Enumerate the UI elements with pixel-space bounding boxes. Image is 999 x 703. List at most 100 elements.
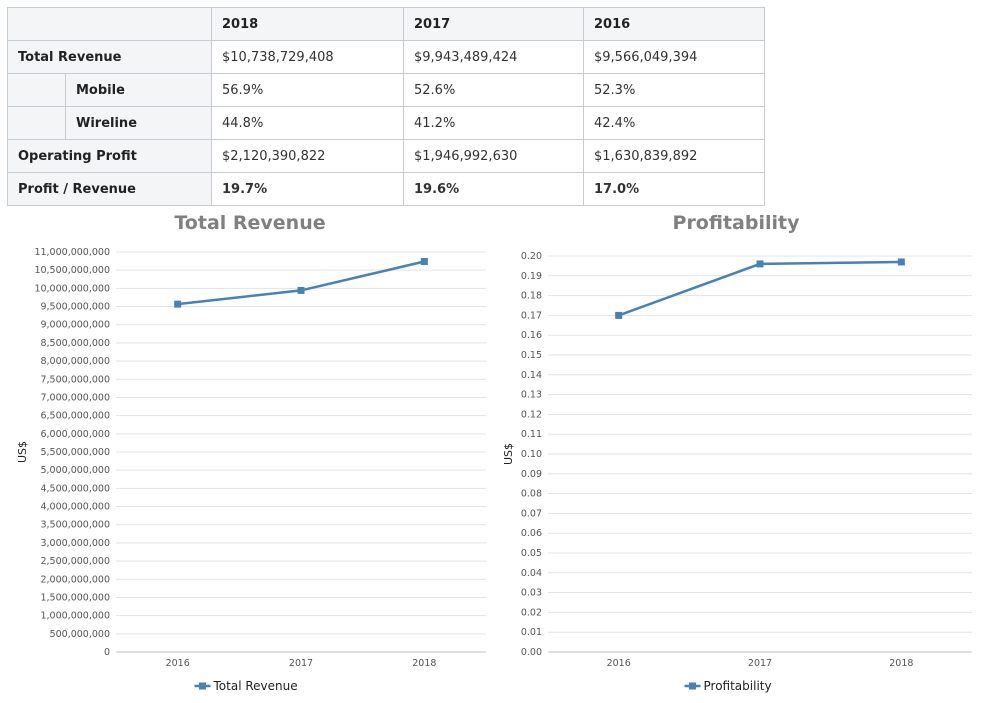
data-point [297,286,305,294]
legend-label: Profitability [704,679,772,693]
cell-value: 42.4% [583,106,765,140]
table-row-operating-profit: Operating Profit $2,120,390,822 $1,946,9… [7,139,765,173]
x-tick-label: 2018 [412,658,436,669]
row-label: Total Revenue [7,40,212,74]
cell-value: 52.3% [583,73,765,107]
y-tick-label: 7,000,000,000 [40,392,110,403]
table-row-profit-revenue: Profit / Revenue 19.7% 19.6% 17.0% [7,172,765,206]
x-tick-label: 2016 [166,658,190,669]
y-tick-label: 4,000,000,000 [40,502,110,513]
y-tick-label: 9,500,000,000 [40,302,110,313]
y-tick-label: 11,000,000,000 [34,247,110,258]
cell-value: $1,630,839,892 [583,139,765,173]
cell-value: 44.8% [211,106,404,140]
row-label: Operating Profit [7,139,212,173]
row-label: Profit / Revenue [7,172,212,206]
y-tick-label: 0.19 [521,271,542,282]
cell-value: $1,946,992,630 [403,139,584,173]
financial-table: 2018 2017 2016 Total Revenue $10,738,729… [7,7,765,206]
x-tick-label: 2018 [889,658,913,669]
profitability-chart-title: Profitability [672,212,800,234]
cell-value: $9,566,049,394 [583,40,765,74]
data-point [615,311,623,319]
y-tick-label: 8,500,000,000 [40,338,110,349]
data-point [756,260,764,268]
y-tick-label: 0.04 [521,568,542,579]
cell-value: 52.6% [403,73,584,107]
table-row-wireline: Wireline 44.8% 41.2% 42.4% [7,106,765,140]
x-tick-label: 2017 [748,658,772,669]
y-tick-label: 500,000,000 [50,629,110,640]
series-line [177,260,425,306]
y-tick-label: 0.18 [521,291,542,302]
y-tick-label: 2,000,000,000 [40,574,110,585]
row-label: Wireline [65,106,212,140]
y-tick-label: 1,000,000,000 [40,611,110,622]
table-header-2016: 2016 [583,7,765,41]
y-tick-label: 0.06 [521,528,542,539]
y-tick-label: 2,500,000,000 [40,556,110,567]
y-tick-label: 0.20 [521,251,542,262]
y-tick-label: 0.05 [521,548,542,559]
y-tick-label: 0.16 [521,330,542,341]
y-tick-label: 0.00 [521,647,542,658]
y-tick-label: 0.07 [521,508,542,519]
profitability-chart: 0.00 0.01 0.02 0.03 0.04 0.05 0.06 0.07 0.08 0.09… [502,251,972,693]
table-row-mobile: Mobile 56.9% 52.6% 52.3% [7,73,765,107]
revenue-chart-title: Total Revenue [174,212,326,234]
cell-value: $2,120,390,822 [211,139,404,173]
cell-value: 17.0% [583,172,765,206]
data-point [174,300,182,308]
legend-label: Total Revenue [213,679,298,693]
y-tick-label: 0.10 [521,449,542,460]
cell-value: 19.7% [211,172,404,206]
revenue-chart: 0 500,000,000 1,000,000,000 1,500,000,000 2,… [16,247,486,693]
y-tick-label: 4,500,000,000 [40,483,110,494]
y-tick-label: 10,000,000,000 [34,283,110,294]
data-point [897,258,905,266]
cell-value: 56.9% [211,73,404,107]
y-tick-label: 6,500,000,000 [40,411,110,422]
y-tick-label: 3,000,000,000 [40,538,110,549]
y-axis-label: US$ [16,441,29,463]
y-tick-label: 5,500,000,000 [40,447,110,458]
y-tick-label: 0.12 [521,409,542,420]
y-tick-label: 6,000,000,000 [40,429,110,440]
y-tick-label: 9,000,000,000 [40,320,110,331]
y-tick-label: 0.09 [521,469,542,480]
y-tick-label: 1,500,000,000 [40,592,110,603]
table-header-2017: 2017 [403,7,584,41]
indent-cell [7,73,66,107]
row-label: Mobile [65,73,212,107]
table-row-total-revenue: Total Revenue $10,738,729,408 $9,943,489… [7,40,765,74]
y-tick-label: 10,500,000,000 [34,265,110,276]
legend-marker-icon [199,682,206,690]
y-tick-label: 5,000,000,000 [40,465,110,476]
cell-value: 41.2% [403,106,584,140]
y-axis-label: US$ [502,443,515,465]
cell-value: $10,738,729,408 [211,40,404,74]
table-header-2018: 2018 [211,7,404,41]
y-tick-label: 0.02 [521,607,542,618]
indent-cell [7,106,66,140]
y-tick-label: 0.13 [521,390,542,401]
cell-value: 19.6% [403,172,584,206]
y-tick-label: 0.03 [521,588,542,599]
y-tick-label: 0.17 [521,310,542,321]
legend-marker-icon [689,682,696,690]
series-line [618,260,902,317]
cell-value: $9,943,489,424 [403,40,584,74]
table-header-blank [7,7,212,41]
table-header-row: 2018 2017 2016 [7,7,765,41]
y-tick-label: 0.11 [521,429,542,440]
y-tick-label: 7,500,000,000 [40,374,110,385]
data-point [420,258,428,266]
y-tick-label: 0.01 [521,627,542,638]
y-tick-label: 0.08 [521,489,542,500]
y-tick-label: 0.14 [521,370,542,381]
y-tick-label: 3,500,000,000 [40,520,110,531]
y-tick-label: 8,000,000,000 [40,356,110,367]
x-tick-label: 2016 [607,658,631,669]
y-tick-label: 0 [104,647,110,658]
y-tick-label: 0.15 [521,350,542,361]
